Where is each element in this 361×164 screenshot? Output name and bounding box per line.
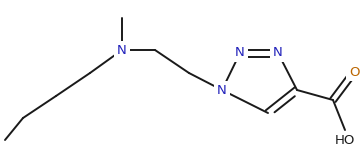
Text: N: N	[117, 43, 127, 57]
Text: N: N	[217, 83, 227, 96]
Text: N: N	[235, 47, 245, 60]
Text: N: N	[273, 47, 283, 60]
Text: HO: HO	[335, 134, 355, 147]
Text: O: O	[349, 65, 359, 79]
